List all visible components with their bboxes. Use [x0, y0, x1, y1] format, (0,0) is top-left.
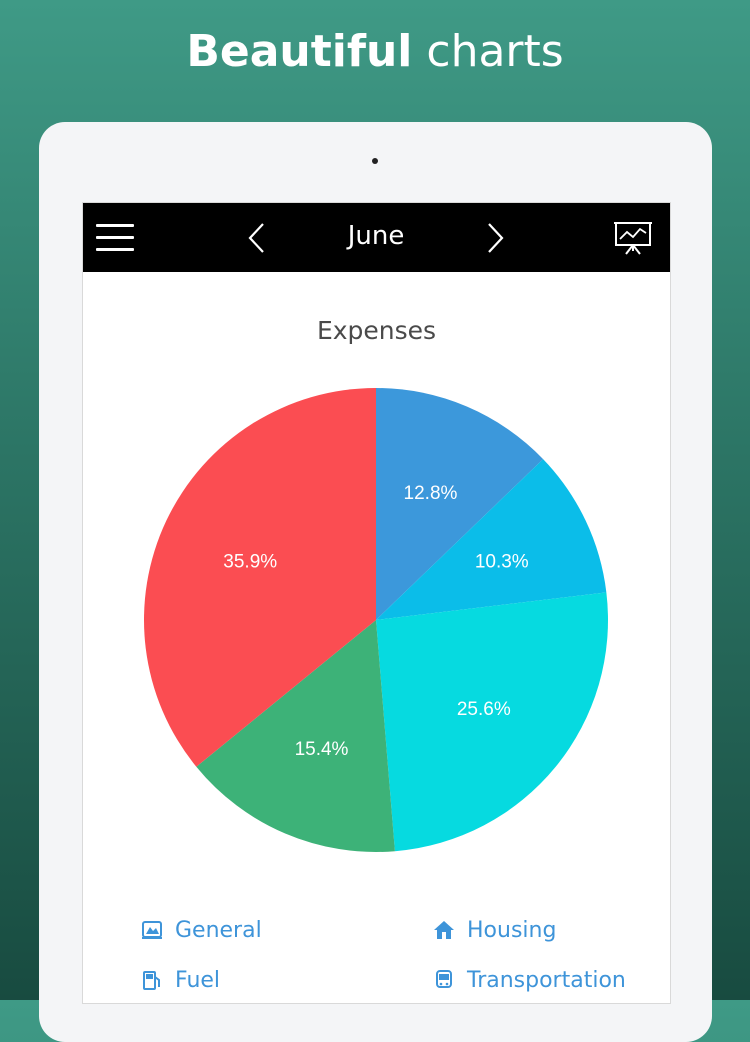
legend-label-transportation: Transportation — [467, 967, 626, 993]
pie-slice-1[interactable] — [376, 459, 607, 620]
pie-slice-3[interactable] — [196, 620, 395, 852]
pie-slice-label-3: 15.4% — [295, 739, 349, 760]
general-icon — [142, 921, 162, 939]
app-screen: June Expenses 12.8% 10.3% 25.6% 15.4% 35.9% — [82, 202, 671, 1004]
legend-label-fuel: Fuel — [175, 967, 221, 993]
next-month-button[interactable] — [481, 203, 511, 272]
tablet-camera — [372, 158, 378, 164]
fuel-icon — [143, 971, 160, 990]
legend-item-transportation[interactable]: Transportation — [433, 965, 626, 995]
pie-slice-label-1: 10.3% — [475, 551, 529, 572]
menu-button[interactable] — [93, 203, 137, 272]
navbar: June — [83, 203, 670, 272]
legend-item-general[interactable]: General — [141, 915, 262, 945]
hamburger-icon — [96, 223, 134, 252]
legend-item-fuel[interactable]: Fuel — [141, 965, 220, 995]
pie-slice-4[interactable] — [144, 388, 376, 767]
pie-slice-label-0: 12.8% — [404, 483, 458, 504]
month-title: June — [347, 221, 405, 251]
pie-slice-label-4: 35.9% — [223, 551, 277, 572]
pie-slice-2[interactable] — [376, 592, 608, 852]
presentation-chart-icon — [614, 221, 652, 255]
bus-icon — [436, 970, 452, 988]
legend-label-general: General — [175, 917, 262, 943]
pie-slice-0[interactable] — [376, 388, 544, 620]
chart-title: Expenses — [316, 316, 437, 345]
expenses-pie-chart: 12.8% 10.3% 25.6% 15.4% 35.9% — [144, 388, 608, 852]
chevron-right-icon — [488, 222, 504, 253]
promo-headline-strong: Beautiful — [186, 26, 413, 77]
house-icon — [434, 921, 454, 939]
promo-headline-light: charts — [426, 26, 564, 77]
presentation-button[interactable] — [611, 203, 655, 272]
legend-item-housing[interactable]: Housing — [433, 915, 556, 945]
legend-label-housing: Housing — [467, 917, 557, 943]
chevron-left-icon — [248, 222, 264, 253]
promo-headline: Beautiful charts — [0, 24, 750, 80]
tablet-frame: June Expenses 12.8% 10.3% 25.6% 15.4% 35.9% — [39, 122, 712, 1042]
previous-month-button[interactable] — [241, 203, 271, 272]
pie-slice-label-2: 25.6% — [457, 699, 511, 720]
